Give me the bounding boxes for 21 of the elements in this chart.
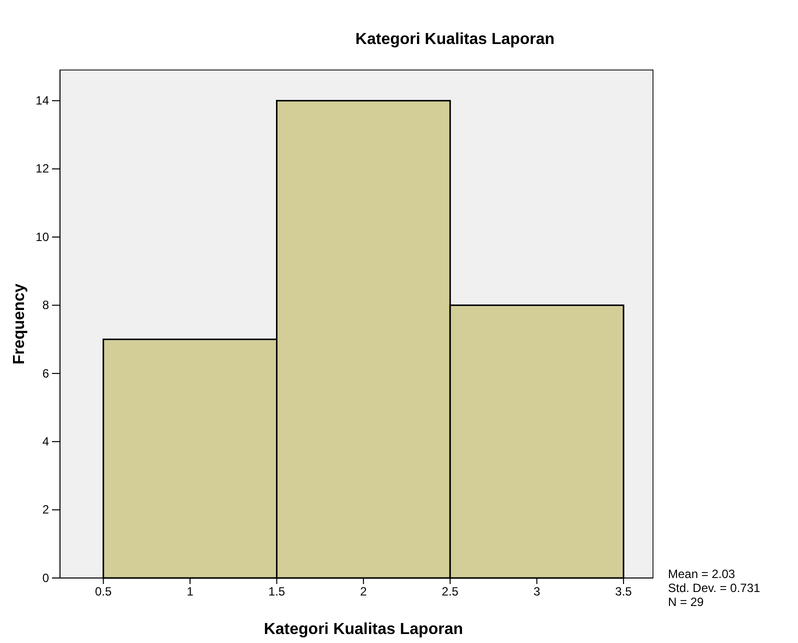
x-tick-label: 0.5 xyxy=(95,584,112,599)
x-tick-label: 3.5 xyxy=(615,584,632,599)
y-tick-label: 14 xyxy=(36,94,50,108)
x-tick-label: 2 xyxy=(360,584,368,599)
text: N = 29 xyxy=(668,595,704,609)
y-tick-label: 12 xyxy=(36,162,50,176)
y-tick-label: 4 xyxy=(42,434,50,448)
y-tick-label: 0 xyxy=(42,570,50,585)
y-axis-title: Frequency xyxy=(11,283,28,364)
x-tick-label: 1.5 xyxy=(268,584,286,599)
x-axis-title: Kategori Kualitas Laporan xyxy=(264,621,464,638)
x-tick-label: 2.5 xyxy=(442,584,459,599)
y-tick-label: 6 xyxy=(42,366,50,380)
text: Mean = 2.03 xyxy=(668,567,736,581)
x-tick-label: 3 xyxy=(533,584,540,599)
chart-title: Kategori Kualitas Laporan xyxy=(355,31,555,48)
x-tick-label: 1 xyxy=(186,584,194,599)
y-tick-label: 10 xyxy=(36,230,50,244)
y-tick-label: 8 xyxy=(42,298,50,312)
y-tick-label: 2 xyxy=(42,502,50,517)
text: Std. Dev. = 0.731 xyxy=(668,581,760,595)
